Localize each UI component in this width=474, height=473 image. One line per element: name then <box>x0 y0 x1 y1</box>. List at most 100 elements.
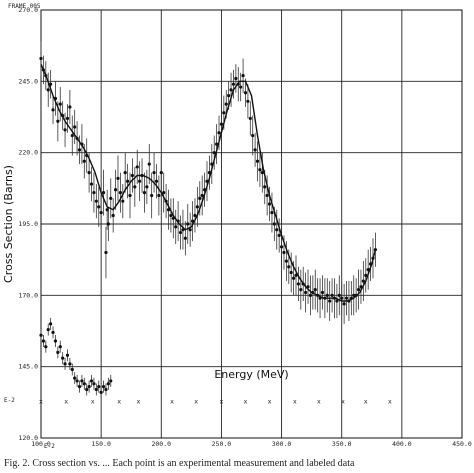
y-tick-labels: 120.0 145.0 170.0 195.0 220.0 245.0 270.0 <box>18 6 38 442</box>
lower-point <box>94 387 98 392</box>
smooth-fit-curve <box>40 63 377 302</box>
data-point <box>328 299 332 303</box>
lower-point <box>75 379 79 383</box>
data-point <box>227 94 231 98</box>
data-points <box>39 56 377 306</box>
data-point <box>241 74 245 78</box>
data-point <box>284 259 288 263</box>
data-point <box>159 171 163 175</box>
data-point <box>236 82 240 86</box>
data-point <box>157 193 161 198</box>
lower-point <box>73 376 77 380</box>
data-point <box>195 205 199 209</box>
lower-point <box>82 382 86 386</box>
data-point <box>97 205 101 209</box>
data-point <box>92 191 96 195</box>
x-marker: x <box>170 397 174 405</box>
data-point <box>253 148 257 152</box>
data-point <box>142 191 147 195</box>
data-point <box>311 290 315 295</box>
x-marker: x <box>91 397 95 405</box>
data-point <box>190 219 195 223</box>
data-point <box>301 282 305 286</box>
data-point <box>251 133 255 138</box>
data-point <box>56 119 60 123</box>
data-point <box>154 179 159 183</box>
y-axis-title: Cross Section (Barns) <box>2 165 15 283</box>
data-point <box>316 293 320 297</box>
data-point <box>181 228 185 232</box>
data-point <box>260 171 264 175</box>
data-point <box>342 302 346 306</box>
y-tick-label: 170.0 <box>18 291 38 299</box>
x-marker: x <box>39 397 43 405</box>
y-tick-label: 270.0 <box>18 6 38 14</box>
data-point <box>94 199 98 203</box>
x-marker: x <box>268 397 272 405</box>
data-point <box>320 290 325 295</box>
data-point <box>217 131 221 135</box>
lower-point <box>41 339 46 343</box>
data-point <box>99 210 103 215</box>
lower-point <box>104 387 108 392</box>
x-marker: x <box>117 397 121 405</box>
data-point <box>222 111 226 115</box>
x-tick-label: 450.0 <box>452 440 472 448</box>
lower-point <box>92 382 96 386</box>
data-point <box>39 56 43 61</box>
data-point <box>41 68 46 72</box>
data-point <box>133 185 137 189</box>
x-tick-label: 400.0 <box>392 440 412 448</box>
data-point <box>248 116 252 121</box>
data-point <box>330 293 334 297</box>
data-point <box>130 173 135 178</box>
data-point <box>46 88 50 92</box>
frame-label: FRAME 005 <box>8 3 41 10</box>
data-point <box>352 293 356 297</box>
lower-point <box>49 322 53 326</box>
data-point <box>267 202 272 206</box>
data-point <box>123 171 127 175</box>
data-point <box>105 208 109 212</box>
data-point <box>243 91 248 95</box>
lower-point <box>56 350 60 354</box>
data-point <box>75 136 79 140</box>
x-marker: x <box>317 397 321 405</box>
data-point <box>61 113 65 118</box>
data-point <box>44 74 48 78</box>
y-tick-label: 245.0 <box>18 77 38 85</box>
lower-point <box>97 385 101 389</box>
data-point <box>63 128 67 132</box>
data-point <box>368 262 373 266</box>
data-point <box>279 245 284 249</box>
data-point <box>354 293 358 297</box>
data-point <box>277 233 281 238</box>
x-tick-labels: 100.0 150.0 200.0 250.0 300.0 350.0 400.0 450.0 <box>31 440 472 448</box>
x-tick-label: 200.0 <box>151 440 171 448</box>
data-point <box>272 222 276 226</box>
data-point <box>174 225 178 229</box>
data-point <box>364 273 368 277</box>
data-point <box>58 102 62 106</box>
data-point <box>49 82 53 86</box>
lower-point <box>87 385 91 389</box>
lower-point <box>51 330 55 335</box>
data-point <box>349 296 353 300</box>
lower-point <box>44 345 48 349</box>
scale-note-left-small: E-2 <box>44 443 55 450</box>
lower-markers <box>39 317 113 399</box>
data-point <box>109 196 113 200</box>
data-point <box>65 116 70 121</box>
chart-grid <box>40 9 463 439</box>
lower-point <box>58 345 62 349</box>
data-point <box>234 76 238 81</box>
data-point <box>162 191 166 195</box>
data-point <box>188 228 192 232</box>
data-point <box>87 171 91 175</box>
data-point <box>212 151 216 155</box>
data-point <box>51 108 55 112</box>
data-point <box>306 285 310 289</box>
x-marker: x <box>341 397 345 405</box>
figure-caption: Fig. 2. Cross section vs. ... Each point… <box>4 458 355 469</box>
data-point <box>356 288 361 292</box>
